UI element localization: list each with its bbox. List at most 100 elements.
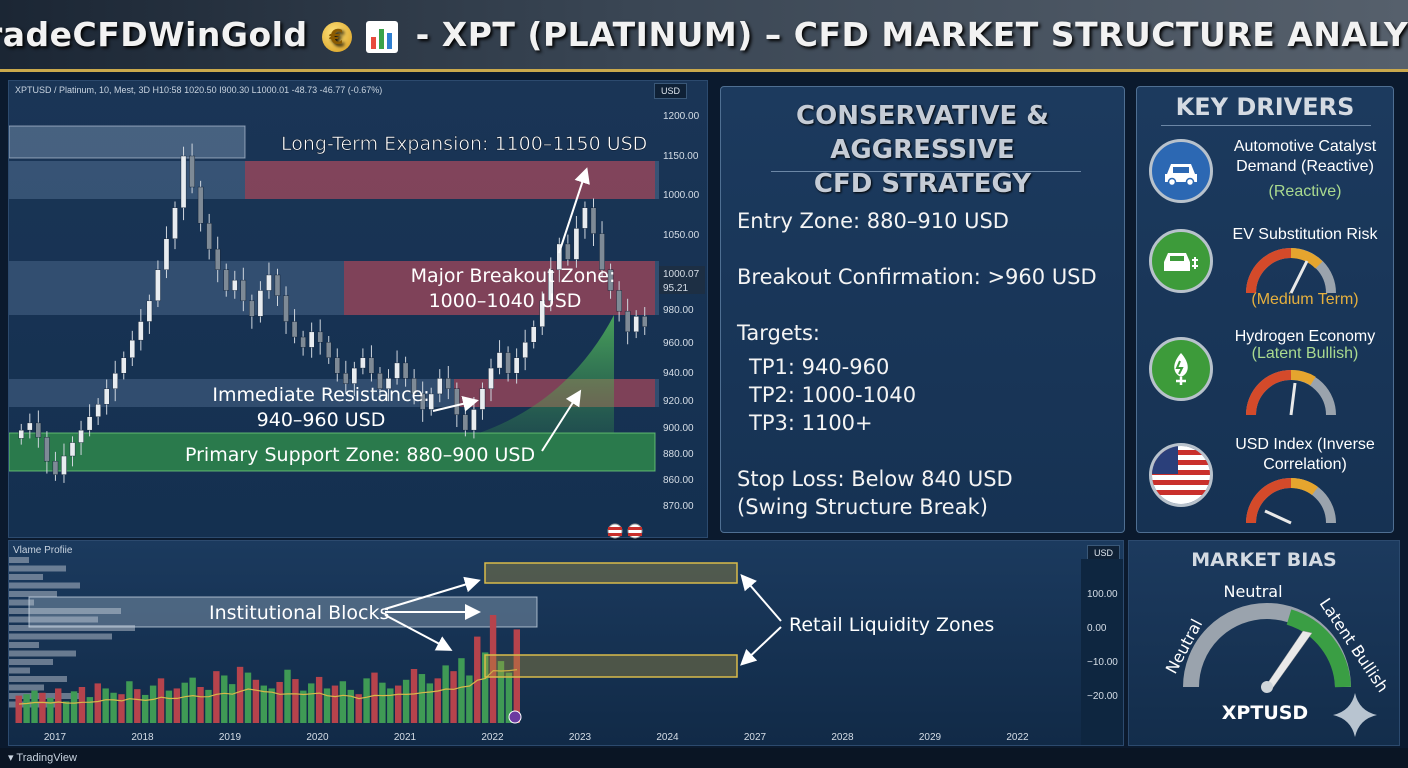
volume-bar — [31, 690, 38, 723]
retail-arrow-1 — [740, 573, 782, 622]
price-axis-label: 980.00 — [663, 305, 694, 316]
candle — [86, 416, 93, 431]
volume-axis-strip — [1081, 559, 1123, 745]
candle — [129, 339, 136, 358]
candle — [351, 367, 358, 384]
candle — [377, 373, 383, 389]
volume-bar — [23, 694, 30, 723]
price-axis-label: 960.00 — [663, 338, 694, 349]
stop-loss: Stop Loss: Below 840 USD — [737, 467, 1013, 491]
inst-arrow-3 — [384, 614, 453, 651]
chart-header: XPTUSD / Platinum, 10, Mest, 3D H10:58 1… — [15, 85, 383, 95]
volume-bar — [213, 671, 220, 723]
inst-arrow-1 — [384, 576, 481, 610]
target-tp3: TP3: 1100+ — [749, 411, 873, 435]
volume-title: Vlame Profiie — [13, 545, 73, 556]
volume-bar — [260, 685, 267, 723]
support-arrow — [541, 389, 582, 452]
candle — [197, 186, 204, 224]
candle — [266, 274, 272, 291]
volume-bar — [331, 685, 339, 723]
target-tp2: TP2: 1000-1040 — [749, 383, 917, 407]
candle — [334, 357, 341, 374]
candle — [513, 357, 520, 374]
volume-bar — [402, 679, 410, 723]
key-drivers-title: KEY DRIVERS — [1175, 93, 1355, 121]
volume-bar — [442, 665, 449, 723]
title-prefix: #TradeCFDWinGold — [0, 15, 308, 54]
candle — [428, 393, 434, 410]
profile-bar — [9, 642, 39, 648]
driver-1-label-2: Demand (Reactive) — [1236, 158, 1374, 175]
volume-bar — [410, 669, 418, 723]
sparkle-icon — [1333, 693, 1377, 737]
candle — [61, 455, 67, 475]
volume-bar — [102, 688, 109, 723]
profile-bar — [9, 650, 76, 657]
volume-bar — [450, 671, 457, 723]
volume-bar — [466, 675, 473, 723]
volume-bar — [371, 672, 378, 723]
hydrogen-gauge — [1246, 370, 1336, 416]
volume-bar — [284, 669, 291, 723]
year-label: 2019 — [219, 732, 242, 743]
volume-bar — [268, 688, 275, 723]
candle — [548, 269, 554, 302]
candle — [343, 373, 349, 384]
volume-bar — [489, 615, 497, 723]
price-axis-label: 920.00 — [663, 396, 694, 407]
volume-bar — [55, 688, 62, 723]
drivers-divider — [1161, 125, 1371, 126]
long-term-expansion-zone — [245, 161, 655, 199]
long-term-arrow — [558, 167, 590, 254]
candle — [522, 342, 528, 358]
price-chart-panel: XPTUSD / Platinum, 10, Mest, 3D H10:58 1… — [8, 80, 708, 539]
candle — [180, 155, 187, 208]
title-suffix: - XPT (PLATINUM) – CFD MARKET STRUCTURE … — [415, 15, 1408, 54]
profile-bar — [9, 608, 121, 614]
long-term-label: Long-Term Expansion: 1100–1150 USD — [281, 133, 647, 155]
volume-bar — [252, 679, 260, 723]
long-term-zone-box — [9, 125, 246, 159]
candle — [120, 357, 127, 374]
candle — [214, 248, 221, 270]
candle — [146, 300, 153, 322]
tradingview-logo-icon: ▾ — [8, 752, 14, 764]
candle — [300, 336, 306, 348]
volume-bar — [513, 629, 520, 723]
candle — [78, 429, 84, 443]
strategy-divider — [771, 171, 1081, 172]
volume-bar — [236, 666, 244, 723]
candle — [445, 378, 452, 389]
us-flag-icon — [607, 523, 643, 539]
volume-bar — [197, 687, 204, 723]
profile-bar — [9, 616, 98, 623]
us-flag-icon — [1149, 443, 1213, 507]
strategy-panel: CONSERVATIVE & AGGRESSIVE CFD STRATEGY E… — [720, 86, 1125, 533]
resistance-arrow — [432, 395, 479, 412]
profile-bar — [9, 582, 80, 589]
usd-index-gauge — [1246, 478, 1336, 525]
retail-liquidity-zone-upper — [484, 562, 738, 584]
profile-bar — [9, 676, 67, 682]
target-tp1: TP1: 940-960 — [749, 355, 890, 379]
volume-bar — [221, 675, 228, 723]
candle — [471, 409, 477, 431]
candle — [419, 393, 426, 410]
event-marker-icon — [508, 710, 522, 724]
year-label: 2017 — [44, 732, 67, 743]
year-label: 2024 — [656, 732, 679, 743]
volume-profile-panel: Vlame Profiie USD 100.00 0.00 −10.00 −20.00… — [8, 540, 1124, 746]
volume-bar — [434, 678, 441, 723]
volume-bar — [458, 658, 465, 723]
volume-bar — [363, 678, 370, 723]
stop-loss-note: (Swing Structure Break) — [737, 495, 988, 519]
volume-bar — [481, 652, 489, 723]
candle — [573, 228, 580, 260]
profile-bar — [9, 667, 30, 674]
chart-currency-tag: USD — [653, 83, 687, 99]
retail-liquidity-zone-lower — [484, 654, 738, 678]
car-icon — [1149, 139, 1213, 203]
page-title: #TradeCFDWinGold € - XPT (PLATINUM) – CF… — [0, 15, 1408, 54]
driver-2-label: EV Substitution Risk — [1232, 226, 1378, 243]
